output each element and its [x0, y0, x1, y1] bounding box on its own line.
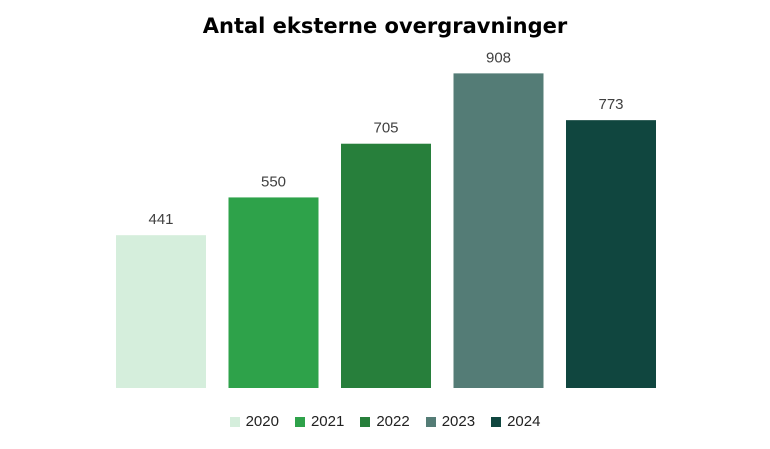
legend-label-2021: 2021 [310, 413, 345, 430]
legend-item-2022: 2022 [360, 413, 410, 430]
data-label-2020: 441 [148, 211, 173, 228]
legend-swatch-2020 [229, 416, 240, 427]
bar-2023 [453, 73, 544, 389]
bar-2024 [566, 120, 656, 388]
legend-item-2024: 2024 [491, 413, 540, 430]
legend-item-2021: 2021 [294, 413, 345, 430]
legend-swatch-2024 [491, 416, 502, 427]
legend-label-2024: 2024 [507, 413, 541, 430]
data-label-2024: 773 [598, 96, 623, 113]
bar-2021 [228, 197, 319, 388]
data-label-2021: 550 [261, 173, 286, 190]
legend-label-2023: 2023 [441, 413, 476, 430]
chart-title: Antal eksterne overgravninger [202, 14, 568, 38]
data-label-2022: 705 [373, 120, 398, 137]
legend-swatch-2022 [360, 416, 371, 427]
legend-swatch-2021 [294, 416, 305, 427]
data-label-2023: 908 [486, 49, 511, 66]
legend-item-2023: 2023 [425, 413, 476, 430]
legend: 2020 2021 2022 2023 2024 [0, 413, 770, 430]
bar-2020 [116, 235, 206, 388]
legend-label-2022: 2022 [376, 413, 410, 430]
legend-label-2020: 2020 [245, 413, 279, 430]
legend-swatch-2023 [425, 416, 436, 427]
legend-item-2020: 2020 [229, 413, 279, 430]
bar-2022 [341, 143, 431, 388]
